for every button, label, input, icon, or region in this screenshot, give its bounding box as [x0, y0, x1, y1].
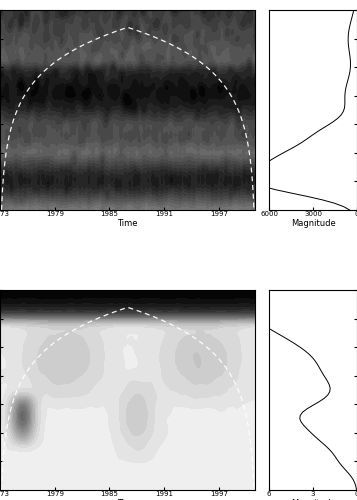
X-axis label: Magnitude: Magnitude	[291, 219, 336, 228]
X-axis label: Time: Time	[117, 219, 138, 228]
X-axis label: Magnitude: Magnitude	[291, 499, 336, 500]
X-axis label: Time: Time	[117, 499, 138, 500]
